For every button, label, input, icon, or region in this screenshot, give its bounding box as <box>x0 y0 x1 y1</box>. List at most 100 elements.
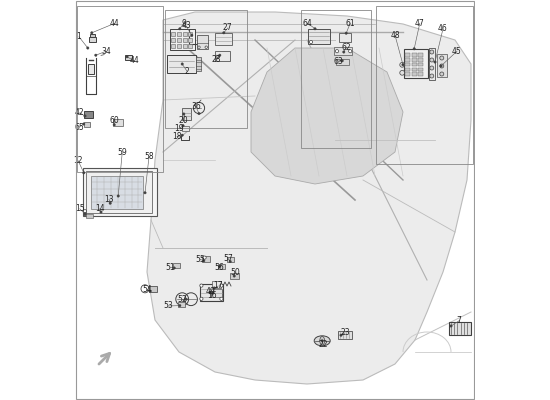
Bar <box>182 108 191 120</box>
Bar <box>227 257 234 262</box>
Circle shape <box>181 134 183 136</box>
Circle shape <box>336 50 339 53</box>
Text: 54: 54 <box>142 286 152 294</box>
Text: 51: 51 <box>166 263 175 272</box>
Bar <box>412 58 416 62</box>
Bar <box>167 55 196 73</box>
Bar <box>172 38 175 42</box>
Text: 13: 13 <box>104 195 114 204</box>
Bar <box>188 32 192 36</box>
Circle shape <box>191 34 193 36</box>
Bar <box>149 286 157 292</box>
Bar <box>91 176 143 209</box>
Bar <box>182 126 189 131</box>
Circle shape <box>82 123 85 125</box>
Circle shape <box>340 334 342 336</box>
Bar <box>177 38 181 42</box>
Circle shape <box>341 60 343 62</box>
Bar <box>86 214 94 218</box>
Circle shape <box>229 260 232 263</box>
Text: 53: 53 <box>163 302 173 310</box>
Bar <box>412 68 416 71</box>
Ellipse shape <box>320 336 324 345</box>
Bar <box>113 119 123 126</box>
Circle shape <box>400 62 405 67</box>
Circle shape <box>117 195 119 197</box>
Circle shape <box>212 292 214 294</box>
Text: 55: 55 <box>195 255 205 264</box>
Circle shape <box>220 284 223 287</box>
Circle shape <box>200 284 203 287</box>
Text: 49: 49 <box>205 287 215 296</box>
Text: 56: 56 <box>214 264 224 272</box>
Circle shape <box>182 124 184 127</box>
Text: 48: 48 <box>390 31 400 40</box>
Circle shape <box>173 267 175 269</box>
Text: 18: 18 <box>172 132 182 141</box>
Bar <box>418 72 423 76</box>
Bar <box>418 63 423 66</box>
Text: 14: 14 <box>95 204 104 213</box>
Bar <box>183 38 186 42</box>
Circle shape <box>218 54 221 56</box>
Bar <box>183 44 186 48</box>
Circle shape <box>223 32 225 34</box>
Text: 7: 7 <box>456 316 461 325</box>
Text: 27: 27 <box>223 24 233 32</box>
Text: 22: 22 <box>318 340 328 349</box>
Text: 12: 12 <box>74 156 83 165</box>
Circle shape <box>345 32 348 34</box>
Text: 2: 2 <box>185 67 189 76</box>
Text: 28: 28 <box>211 55 221 64</box>
Circle shape <box>413 48 415 50</box>
Bar <box>83 168 157 216</box>
Bar <box>172 32 175 36</box>
Bar <box>89 37 96 42</box>
Bar <box>338 331 352 339</box>
Bar <box>405 72 410 76</box>
Bar <box>188 38 192 42</box>
Circle shape <box>434 61 436 63</box>
Circle shape <box>450 325 452 327</box>
Circle shape <box>179 304 181 307</box>
Text: 60: 60 <box>109 116 119 125</box>
Bar <box>178 302 185 307</box>
Polygon shape <box>251 48 403 184</box>
Circle shape <box>430 74 434 78</box>
Bar <box>449 322 471 335</box>
Bar <box>196 57 201 71</box>
Circle shape <box>113 124 116 126</box>
Circle shape <box>440 64 444 68</box>
Circle shape <box>209 292 211 294</box>
Text: 42: 42 <box>75 108 85 117</box>
Circle shape <box>218 265 221 268</box>
Circle shape <box>343 51 345 53</box>
Text: 23: 23 <box>340 328 350 337</box>
Bar <box>77 6 163 172</box>
Circle shape <box>183 113 185 115</box>
Bar <box>308 29 330 44</box>
Bar <box>437 54 447 77</box>
Circle shape <box>220 297 223 300</box>
Bar <box>334 47 352 55</box>
Text: 61: 61 <box>345 19 355 28</box>
Text: 59: 59 <box>117 148 127 157</box>
Circle shape <box>144 192 146 194</box>
Text: 52: 52 <box>178 295 187 304</box>
Bar <box>376 6 473 164</box>
Circle shape <box>402 64 404 66</box>
Circle shape <box>91 32 93 34</box>
Circle shape <box>109 202 112 204</box>
Circle shape <box>430 50 434 54</box>
Bar <box>88 64 94 74</box>
Ellipse shape <box>314 336 330 346</box>
Text: 36: 36 <box>191 102 201 111</box>
Bar <box>412 53 416 57</box>
Bar <box>215 33 232 45</box>
Bar <box>404 49 428 78</box>
Bar <box>336 59 349 65</box>
Bar <box>301 10 371 148</box>
Text: 16: 16 <box>207 292 217 300</box>
Bar <box>418 58 423 62</box>
Bar <box>173 263 180 268</box>
